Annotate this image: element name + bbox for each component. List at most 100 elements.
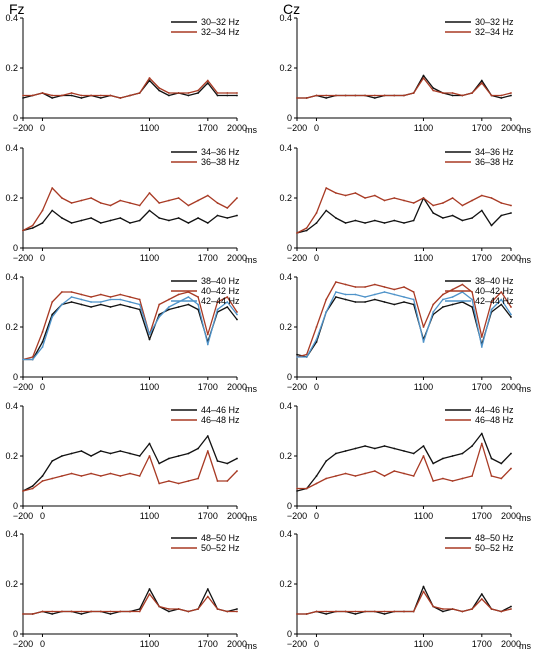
- data-point: [236, 318, 238, 321]
- data-point: [500, 214, 503, 217]
- data-point: [335, 217, 337, 219]
- data-point: [70, 301, 73, 303]
- x-tick-label: 1700: [198, 253, 218, 263]
- data-point: [510, 94, 512, 97]
- data-point: [158, 303, 161, 306]
- legend-entry: 50–52 Hz: [201, 543, 240, 553]
- data-point: [90, 217, 92, 219]
- data-point: [138, 204, 141, 207]
- data-point: [403, 472, 405, 475]
- y-tick-label: 0: [287, 629, 292, 639]
- data-point: [138, 219, 141, 222]
- y-tick-label: 0: [13, 629, 18, 639]
- data-point: [451, 296, 454, 298]
- data-point: [344, 610, 347, 613]
- data-point: [148, 333, 151, 336]
- data-point: [168, 608, 170, 610]
- data-point: [325, 610, 328, 613]
- data-point: [461, 477, 464, 480]
- data-point: [22, 97, 24, 99]
- data-point: [451, 608, 454, 610]
- data-point: [158, 316, 161, 318]
- data-point: [226, 480, 229, 482]
- data-point: [80, 199, 83, 202]
- data-point: [80, 97, 83, 99]
- data-point: [109, 94, 112, 97]
- data-point: [158, 217, 161, 219]
- x-axis-unit: ms: [519, 255, 531, 265]
- data-point: [99, 450, 102, 452]
- data-point: [305, 229, 308, 232]
- data-point: [500, 462, 503, 465]
- data-point: [325, 298, 328, 301]
- data-point: [148, 455, 151, 457]
- data-point: [354, 192, 357, 194]
- data-point: [422, 326, 425, 328]
- data-point: [422, 455, 425, 457]
- data-point: [432, 204, 435, 207]
- data-point: [325, 613, 328, 615]
- data-point: [70, 452, 73, 455]
- series-line-44-46-: [296, 432, 512, 492]
- data-point: [226, 207, 229, 209]
- x-tick-label: 0: [314, 639, 319, 649]
- data-point: [354, 447, 357, 450]
- data-point: [461, 283, 464, 286]
- data-point: [226, 610, 229, 613]
- data-point: [451, 303, 454, 306]
- data-point: [168, 480, 170, 482]
- data-point: [90, 306, 92, 308]
- data-point: [383, 94, 386, 97]
- x-axis-unit: ms: [245, 255, 257, 265]
- data-point: [158, 87, 161, 89]
- data-point: [22, 94, 24, 97]
- data-point: [119, 97, 122, 99]
- data-point: [500, 610, 503, 613]
- data-point: [335, 192, 337, 194]
- data-point: [480, 82, 483, 84]
- x-tick-label: 0: [314, 253, 319, 263]
- data-point: [187, 480, 190, 482]
- data-point: [403, 199, 405, 202]
- data-point: [206, 435, 209, 437]
- data-point: [177, 482, 180, 485]
- x-tick-label: −200: [287, 511, 307, 521]
- data-point: [236, 94, 238, 97]
- data-point: [383, 286, 386, 288]
- data-point: [432, 303, 435, 306]
- data-point: [403, 610, 405, 613]
- data-point: [51, 316, 54, 318]
- data-point: [451, 480, 454, 482]
- data-point: [471, 217, 473, 219]
- data-point: [422, 341, 425, 343]
- data-point: [197, 199, 200, 202]
- data-point: [51, 313, 54, 316]
- y-tick-label: 0.4: [5, 143, 18, 153]
- data-point: [148, 192, 151, 194]
- data-point: [344, 94, 347, 97]
- x-tick-label: 1100: [414, 123, 433, 133]
- data-point: [500, 298, 503, 301]
- data-point: [197, 447, 200, 450]
- data-point: [177, 306, 180, 308]
- data-point: [109, 306, 112, 308]
- legend-entry: 30–32 Hz: [201, 17, 240, 27]
- data-point: [335, 94, 337, 97]
- y-tick-label: 0.4: [279, 272, 292, 282]
- data-point: [383, 445, 386, 447]
- series-line-44-46-: [22, 435, 238, 492]
- data-point: [168, 306, 170, 308]
- data-point: [510, 212, 512, 214]
- x-tick-label: 1100: [140, 382, 159, 392]
- data-point: [216, 480, 219, 482]
- data-point: [432, 605, 435, 608]
- data-point: [364, 472, 366, 475]
- data-point: [99, 301, 102, 303]
- data-point: [168, 92, 170, 94]
- data-point: [226, 462, 229, 465]
- data-point: [187, 296, 190, 298]
- data-point: [373, 94, 376, 97]
- data-point: [451, 288, 454, 291]
- x-tick-label: −200: [13, 123, 33, 133]
